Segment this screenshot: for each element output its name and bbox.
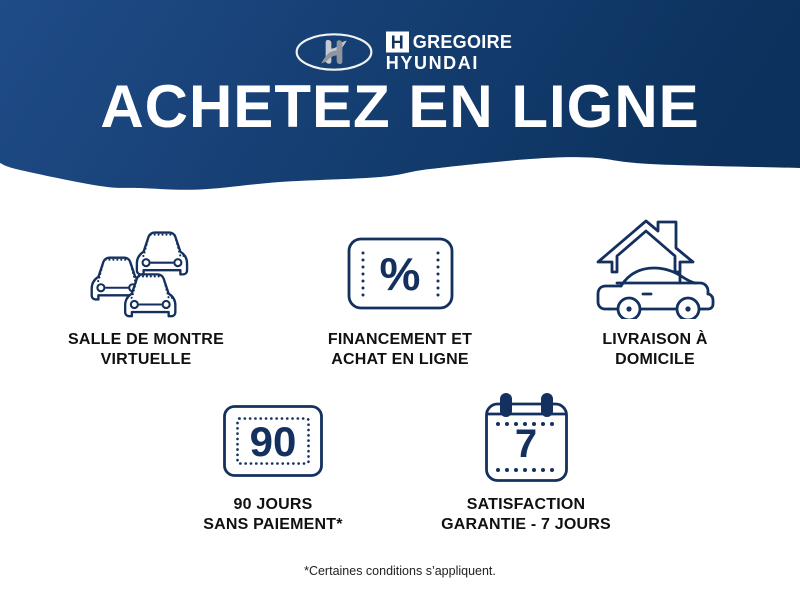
svg-text:%: % [380,248,421,300]
svg-text:90: 90 [250,418,297,465]
svg-text:7: 7 [515,422,537,466]
